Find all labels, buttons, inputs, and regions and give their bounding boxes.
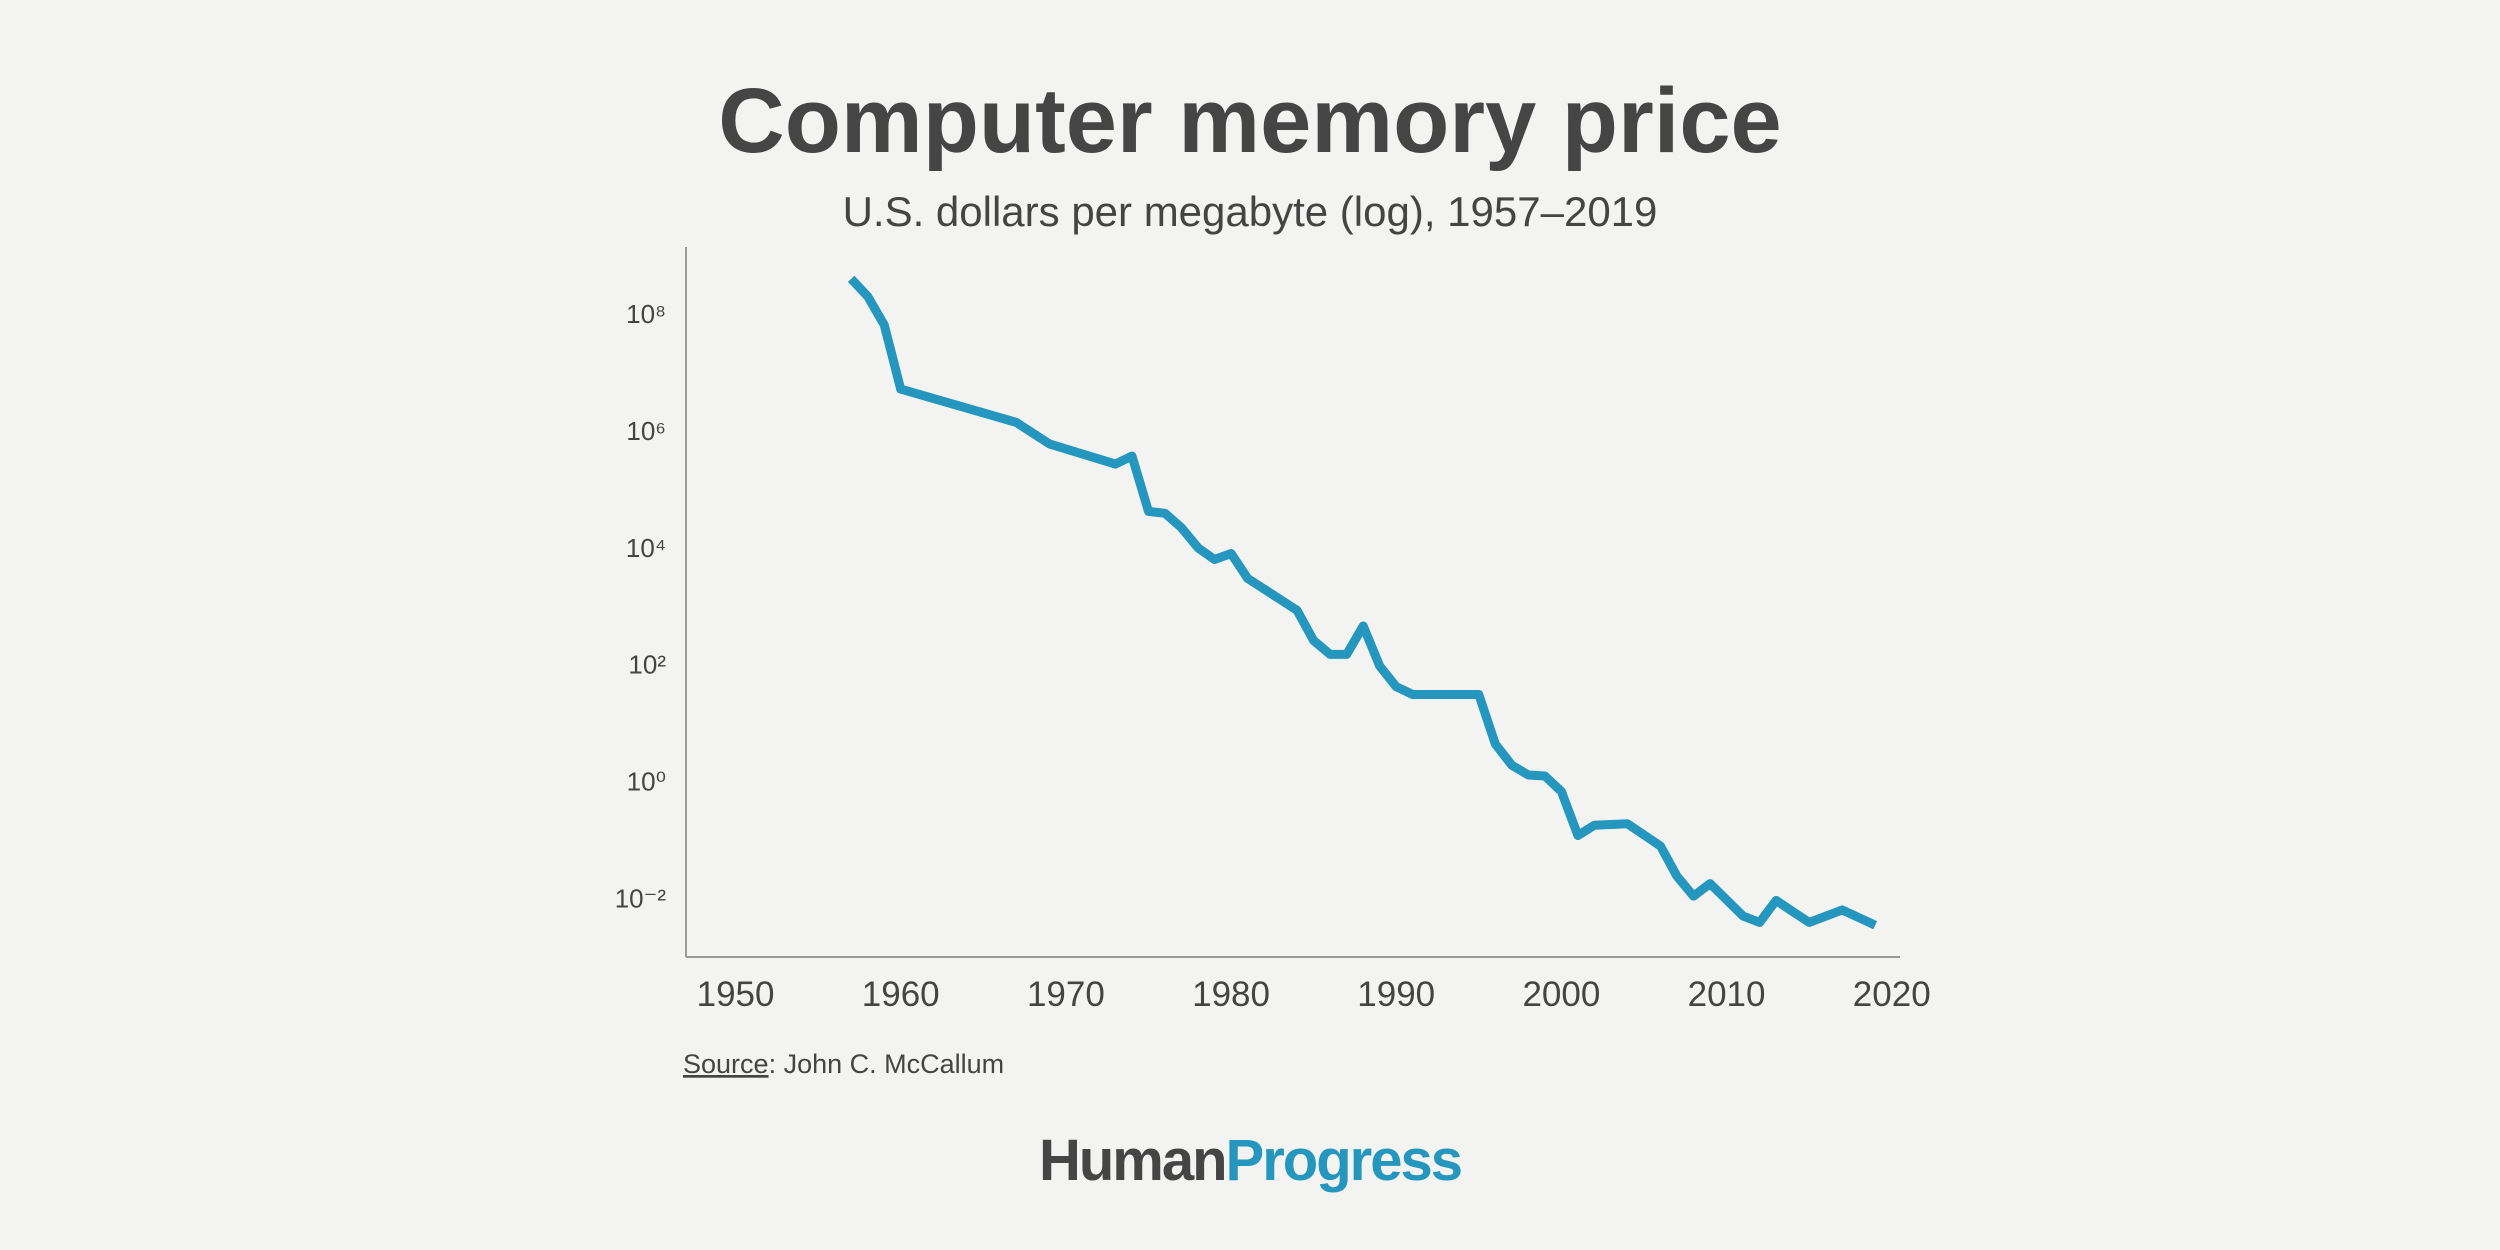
y-tick-label: 10⁰ — [627, 767, 666, 797]
y-tick-label: 10⁴ — [626, 533, 666, 563]
source: Source: John C. McCallum — [683, 1049, 1004, 1079]
x-tick-label: 1990 — [1357, 975, 1435, 1014]
chart-title: Computer memory price — [718, 70, 1781, 172]
y-tick-label: 10⁸ — [626, 299, 666, 329]
x-tick-label: 1950 — [697, 975, 775, 1014]
chart-subtitle: U.S. dollars per megabyte (log), 1957–20… — [843, 188, 1658, 235]
logo-part1: Human — [1039, 1128, 1226, 1193]
x-tick-label: 1980 — [1192, 975, 1270, 1014]
x-tick-label: 1960 — [862, 975, 940, 1014]
x-tick-label: 2020 — [1853, 975, 1931, 1014]
logo: HumanProgress — [1039, 1128, 1461, 1193]
logo-part2: Progress — [1226, 1128, 1461, 1193]
x-tick-label: 2000 — [1522, 975, 1600, 1014]
y-tick-label: 10⁶ — [626, 416, 666, 446]
y-tick-label: 10² — [628, 650, 666, 680]
x-tick-label: 2010 — [1688, 975, 1766, 1014]
source-label: Source — [683, 1049, 769, 1079]
x-tick-label: 1970 — [1027, 975, 1105, 1014]
y-tick-label: 10⁻² — [615, 884, 667, 914]
data-line — [847, 275, 1878, 930]
source-text: : John C. McCallum — [769, 1049, 1005, 1079]
